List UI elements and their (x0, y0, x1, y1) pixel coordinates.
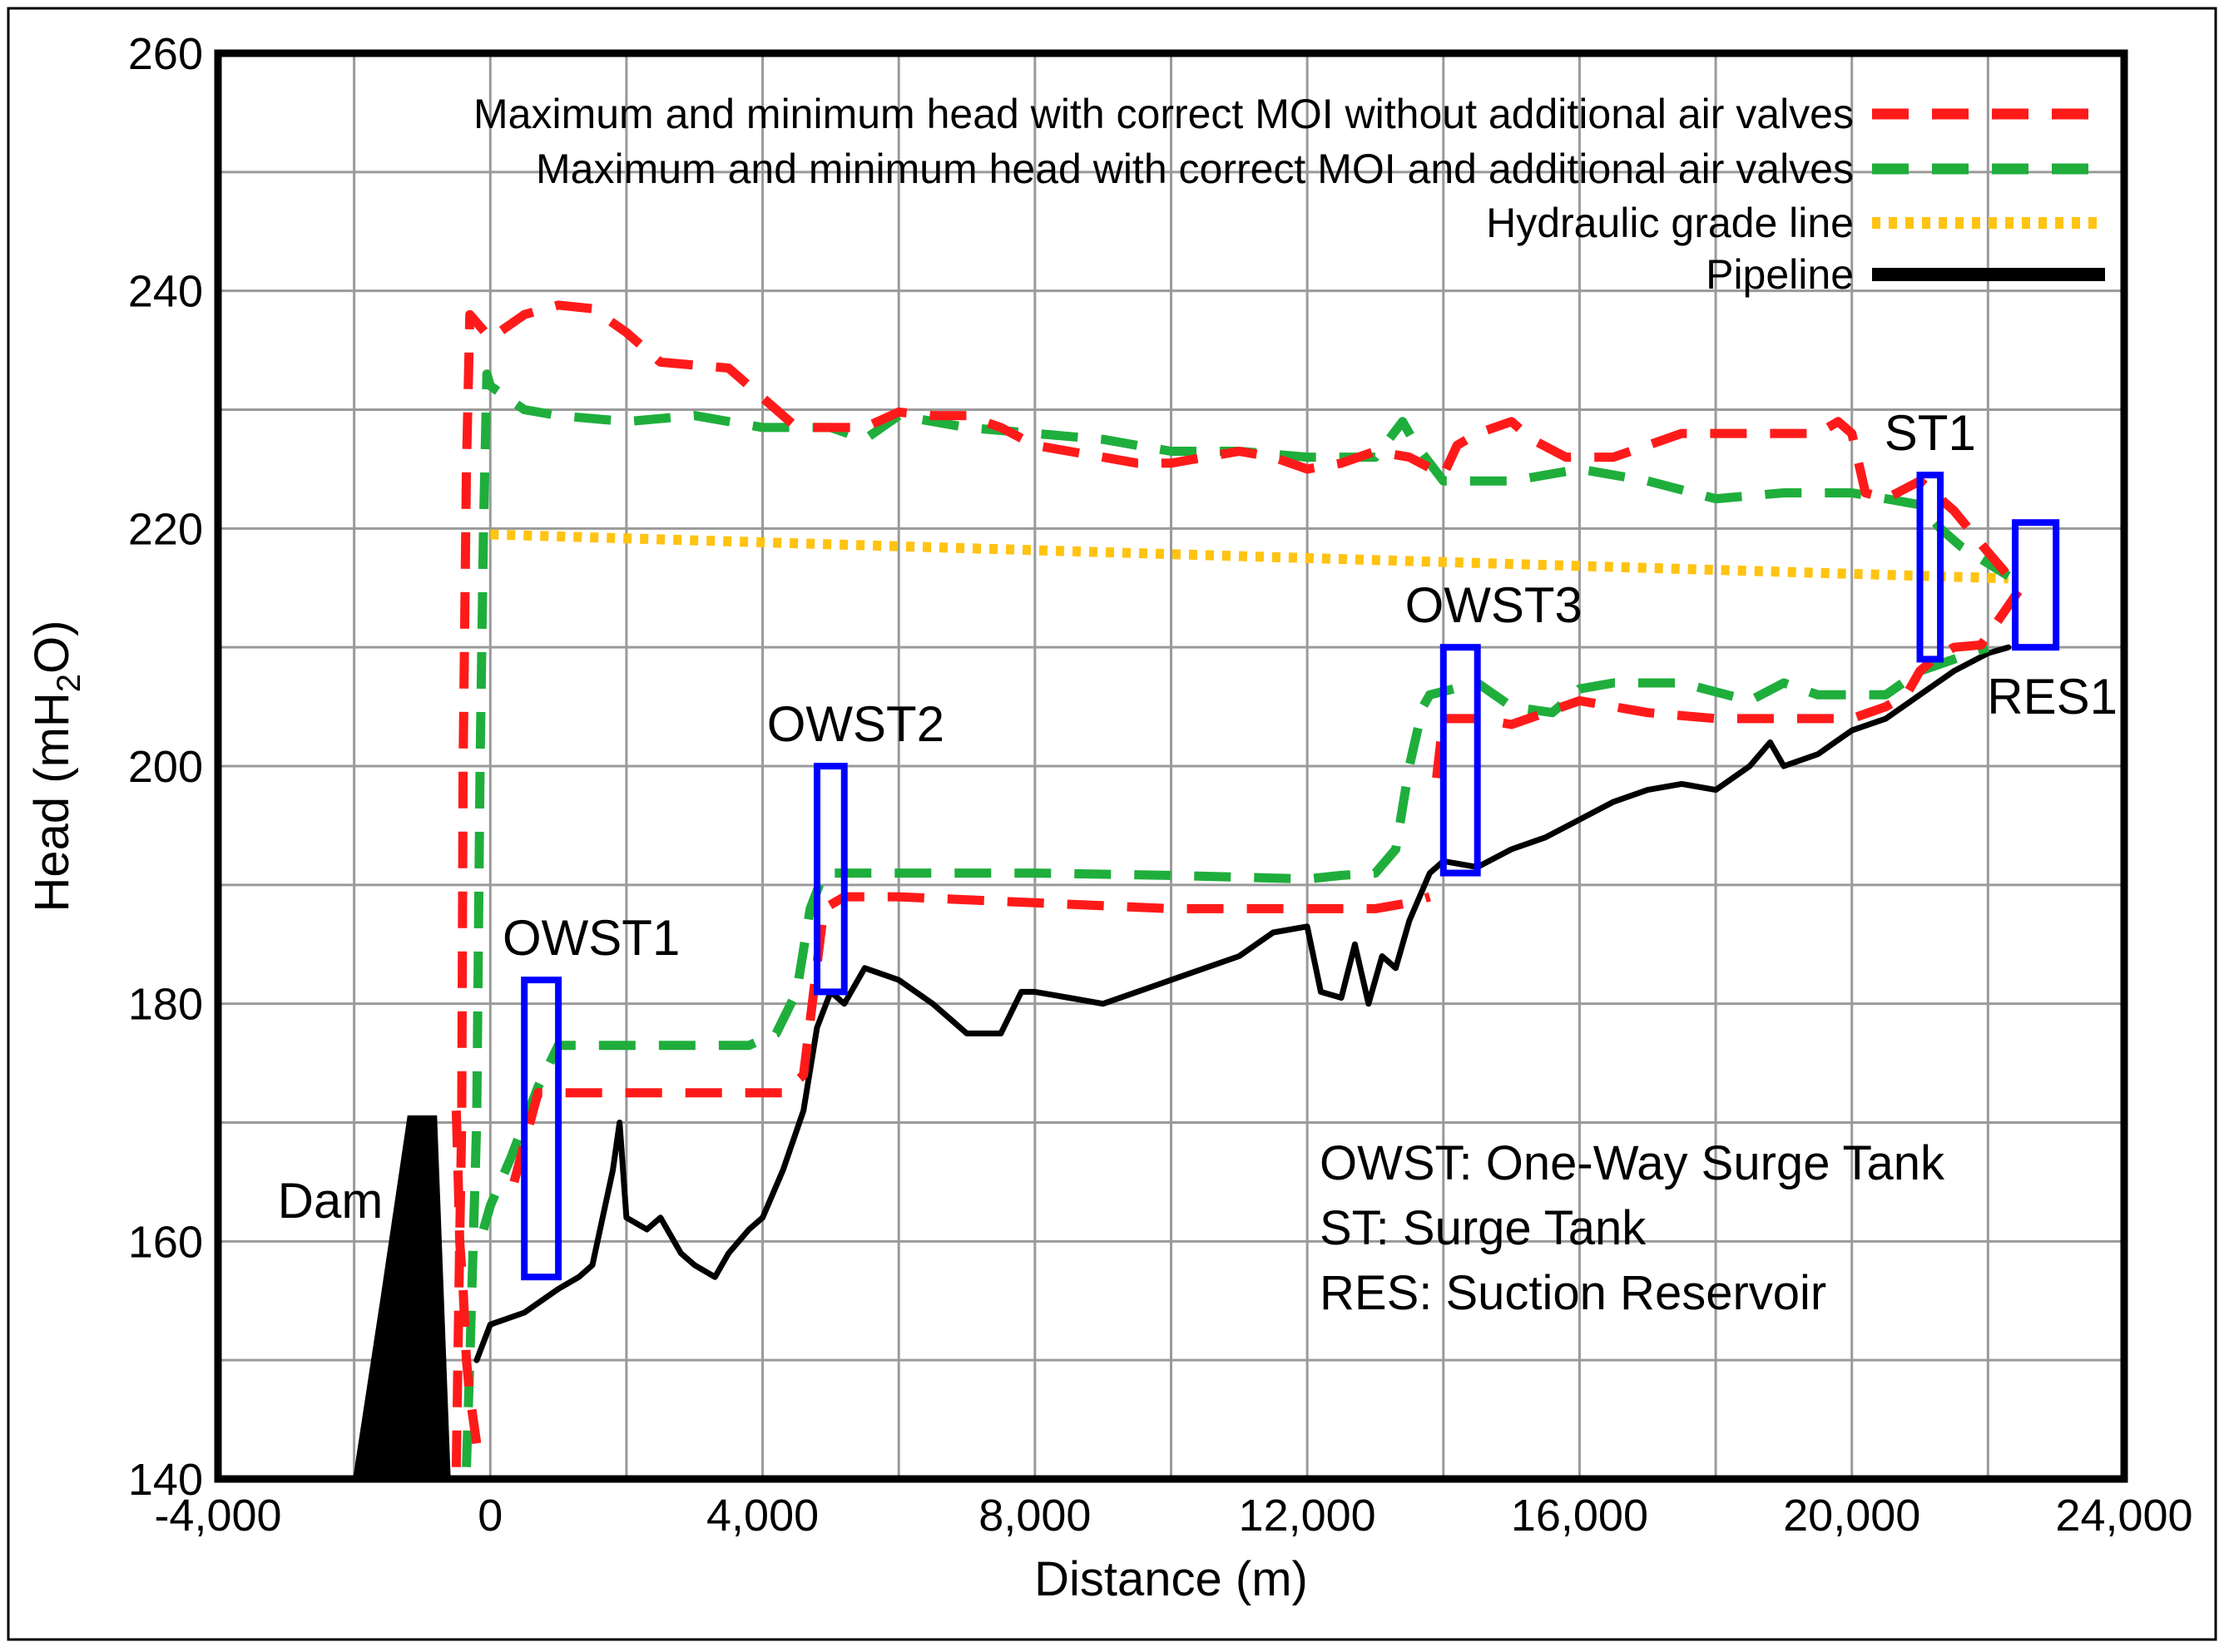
series-line-maximum-and-minimum-head-with-correct-moi-without-additional-air-valves-4 (1432, 573, 2033, 779)
y-tick-label: 220 (128, 504, 203, 554)
structure-label-owst3: OWST3 (1405, 577, 1583, 633)
y-tick-label: 200 (128, 742, 203, 792)
structure-label-owst2: OWST2 (767, 696, 944, 752)
x-tick-label: 0 (478, 1491, 503, 1541)
legend-label-maximum-and-minimum-head-with-correct-moi-and-additional-air-valves: Maximum and minimum head with correct MO… (536, 146, 1854, 192)
legend-label-pipeline: Pipeline (1706, 251, 1854, 298)
y-tick-label: 240 (128, 267, 203, 317)
x-tick-label: 24,000 (2055, 1491, 2192, 1541)
x-tick-label: 4,000 (706, 1491, 819, 1541)
structure-owst1 (521, 977, 562, 1281)
dam-shape (353, 1115, 451, 1479)
note-line: RES: Suction Reservoir (1320, 1266, 1826, 1320)
abbreviation-notes: OWST: One-Way Surge Tank ST: Surge Tank RE… (1320, 1136, 1945, 1320)
series-line-maximum-and-minimum-head-with-correct-moi-and-additional-air-valves-2 (478, 643, 1990, 1231)
y-axis-label-main: Head (mH (25, 692, 79, 912)
structure-owst2 (814, 763, 848, 996)
y-tick-label: 140 (128, 1455, 203, 1505)
x-tick-label: 12,000 (1239, 1491, 1376, 1541)
plot-area-frame (214, 49, 2128, 1483)
structure-owst3 (1439, 644, 1481, 877)
y-tick-label: 160 (128, 1217, 203, 1267)
legend: Maximum and minimum head with correct MO… (473, 91, 2105, 298)
series-line-pipeline-1 (473, 644, 2012, 1363)
legend-label-hydraulic-grade-line: Hydraulic grade line (1486, 200, 1854, 246)
figure-border (7, 7, 2217, 1641)
structure-label-res1: RES1 (1987, 669, 2118, 725)
x-axis-label: Distance (m) (1034, 1552, 1308, 1606)
x-tick-label: 20,000 (1783, 1491, 1920, 1541)
grid (216, 52, 2126, 1481)
series-line-maximum-and-minimum-head-with-correct-moi-and-additional-air-valves-1 (462, 369, 2011, 1467)
dam-label: Dam (278, 1173, 384, 1229)
note-line: OWST: One-Way Surge Tank (1320, 1136, 1945, 1190)
y-tick-label: 180 (128, 980, 203, 1030)
structure-res1 (2012, 519, 2060, 651)
x-tick-label: -4,000 (154, 1491, 281, 1541)
y-axis-label-end: O) (25, 621, 79, 674)
structures: OWST1 OWST2 OWST3 ST1 RES1 Dam (278, 405, 2118, 1281)
series-line-hydraulic-grade-line-1 (490, 529, 2009, 584)
legend-label-maximum-and-minimum-head-with-correct-moi-without-additional-air-valves: Maximum and minimum head with correct MO… (473, 91, 1854, 137)
x-tick-label: 16,000 (1511, 1491, 1648, 1541)
data-series (353, 300, 2033, 1479)
y-axis-label: Head (mH2O) (25, 621, 87, 913)
y-axis-label-subscript: 2 (51, 674, 87, 692)
note-line: ST: Surge Tank (1320, 1201, 1647, 1255)
series-line-maximum-and-minimum-head-with-correct-moi-without-additional-air-valves-1 (451, 300, 2013, 1467)
y-tick-label: 260 (128, 29, 203, 79)
x-tick-label: 8,000 (978, 1491, 1091, 1541)
series-line-maximum-and-minimum-head-with-correct-moi-without-additional-air-valves-2 (451, 1110, 482, 1444)
axis-ticks: -4,000 0 4,000 8,000 12,000 16,000 20,000 24,00… (128, 29, 2193, 1541)
series-line-maximum-and-minimum-head-with-correct-moi-without-additional-air-valves-3 (509, 892, 1431, 1184)
structure-label-owst1: OWST1 (503, 910, 680, 966)
structure-label-st1: ST1 (1885, 405, 1976, 461)
structure-st1 (1916, 472, 1944, 663)
